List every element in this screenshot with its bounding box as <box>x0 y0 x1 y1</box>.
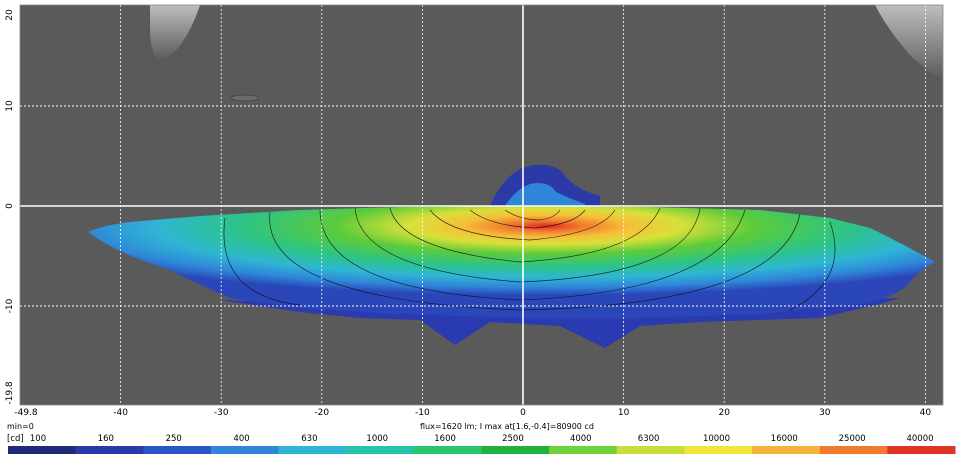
x-tick-label: -20 <box>314 408 329 418</box>
y-tick-label: 20 <box>5 9 15 21</box>
legend-swatch <box>413 446 482 454</box>
upper-right-lobe <box>875 5 943 80</box>
legend-value-label: 10000 <box>703 434 730 444</box>
flux-label: flux=1620 lm; I max at[1.6,-0.4]=80900 c… <box>420 422 594 431</box>
legend-value-label: 2500 <box>502 434 524 444</box>
color-legend: [cd] 100 160 250 400 630 1000 1600 2500 4000 6300 1… <box>7 434 956 454</box>
legend-value-label: 160 <box>98 434 114 444</box>
legend-value-label: 1000 <box>366 434 388 444</box>
legend-value-label: 100 <box>30 434 46 444</box>
beam-upper-bump-inner <box>505 183 585 206</box>
grid-lines <box>20 5 943 405</box>
small-lobe <box>230 94 260 102</box>
legend-value-label: 1600 <box>434 434 456 444</box>
upper-left-lobe <box>150 5 200 61</box>
x-tick-label: -30 <box>214 408 229 418</box>
x-tick-label: 20 <box>718 408 730 418</box>
y-tick-label: -19.8 <box>5 381 15 405</box>
legend-value-label: 400 <box>233 434 249 444</box>
legend-swatch <box>346 446 415 454</box>
legend-swatch <box>887 446 956 454</box>
plot-frame <box>19 4 944 406</box>
legend-swatch <box>481 446 550 454</box>
legend-value-label: 25000 <box>839 434 866 444</box>
legend-swatch <box>210 446 280 454</box>
y-tick-label: 0 <box>5 203 15 209</box>
legend-swatch <box>752 446 821 454</box>
legend-value-label: 6300 <box>638 434 660 444</box>
x-tick-label: -49.8 <box>14 408 38 418</box>
plot-background <box>20 5 943 405</box>
x-tick-label: -10 <box>415 408 430 418</box>
legend-swatch <box>143 446 212 454</box>
legend-value-label: 630 <box>301 434 317 444</box>
min-label: min=0 <box>7 422 34 431</box>
legend-swatch <box>819 446 888 454</box>
isolines <box>223 207 836 311</box>
legend-value-label: 40000 <box>906 434 933 444</box>
y-tick-label: -10 <box>5 298 15 313</box>
y-tick-label: 10 <box>5 100 15 112</box>
x-tick-label: 10 <box>618 408 630 418</box>
legend-swatch <box>75 446 144 454</box>
legend-swatch <box>278 446 347 454</box>
x-tick-label: -40 <box>113 408 128 418</box>
y-tick-labels: 20 10 0 -10 -19.8 <box>5 9 15 405</box>
legend-swatch <box>549 446 618 454</box>
legend-swatch <box>684 446 753 454</box>
x-tick-label: 0 <box>520 408 526 418</box>
x-tick-labels: -49.8 -40 -30 -20 -10 0 10 20 30 40 <box>14 408 931 418</box>
legend-unit-label: [cd] <box>7 434 24 444</box>
legend-swatch <box>8 446 77 454</box>
beam-main <box>88 206 935 318</box>
legend-value-label: 16000 <box>771 434 798 444</box>
x-tick-label: 40 <box>920 408 932 418</box>
legend-value-label: 4000 <box>570 434 592 444</box>
x-tick-label: 30 <box>819 408 831 418</box>
legend-value-label: 250 <box>166 434 182 444</box>
legend-swatch <box>616 446 685 454</box>
